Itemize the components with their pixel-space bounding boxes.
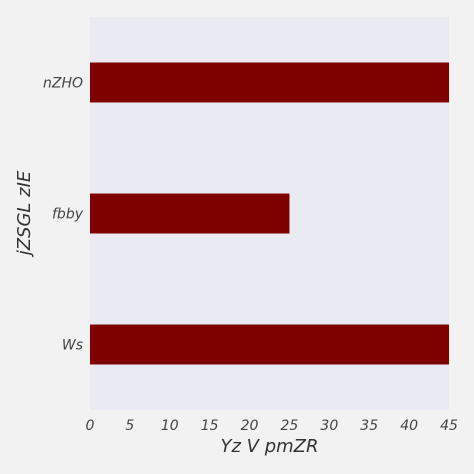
bar-Ws bbox=[90, 324, 449, 365]
y-axis-label: jZSGL zIE bbox=[14, 170, 35, 258]
bar-fbby bbox=[90, 193, 290, 234]
y-tick-label: fbby bbox=[52, 207, 84, 223]
x-tick-label: 0 bbox=[86, 418, 95, 434]
x-tick-label: 10 bbox=[161, 418, 179, 434]
x-tick-label: 5 bbox=[125, 418, 134, 434]
x-tick-label: 30 bbox=[320, 418, 338, 434]
x-tick-label: 25 bbox=[281, 418, 299, 434]
bar-nZHO bbox=[90, 62, 449, 103]
x-tick-label: 40 bbox=[400, 418, 418, 434]
y-tick-label: Ws bbox=[62, 338, 83, 354]
x-tick-label: 35 bbox=[360, 418, 378, 434]
bars-group bbox=[90, 62, 449, 365]
x-tick-label: 15 bbox=[201, 418, 219, 434]
y-tick-label: nZHO bbox=[43, 76, 83, 92]
x-tick-labels: 0 5 10 15 20 25 30 35 40 45 bbox=[86, 418, 458, 434]
x-tick-label: 20 bbox=[241, 418, 259, 434]
x-axis-label: Yz V pmZR bbox=[221, 436, 319, 457]
y-tick-labels: nZHO fbby Ws bbox=[43, 76, 84, 354]
x-tick-label: 45 bbox=[440, 418, 458, 434]
